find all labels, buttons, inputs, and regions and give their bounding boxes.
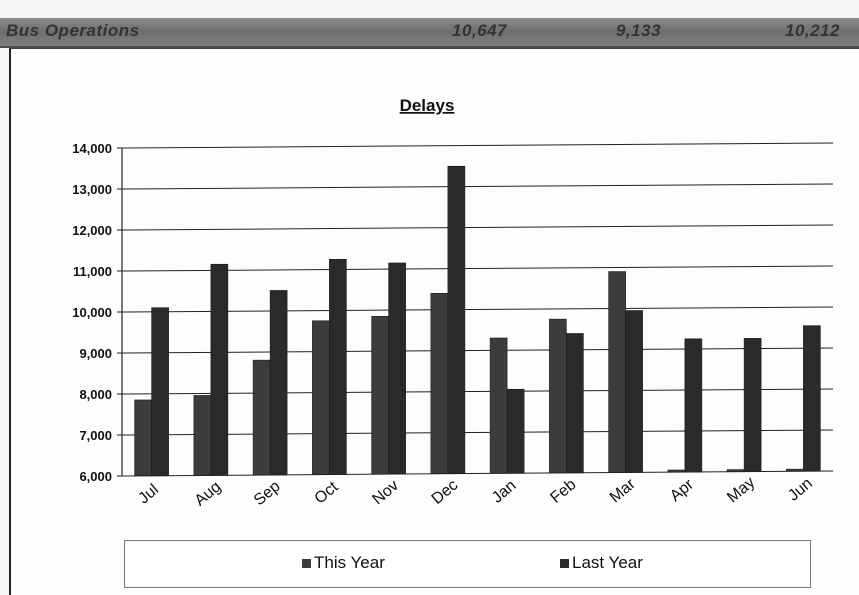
gridlines: [117, 142, 834, 477]
bar-last-year-jan: [506, 388, 525, 474]
bar-this-year-jul: [134, 399, 152, 477]
bar-this-year-apr: [667, 469, 686, 473]
chart-title: Delays: [400, 96, 455, 115]
bar-this-year-may: [726, 469, 745, 472]
bar-last-year-jul: [151, 307, 169, 477]
bar-this-year-jun: [786, 468, 804, 472]
header-value-3: 10,212: [785, 21, 840, 40]
bars: [134, 165, 821, 477]
x-tick-label: Dec: [429, 477, 462, 508]
bar-this-year-feb: [549, 318, 567, 474]
bar-last-year-oct: [329, 258, 347, 475]
y-tick-label: 14,000: [72, 141, 112, 156]
x-tick-label: Oct: [311, 478, 341, 507]
bar-last-year-sep: [269, 290, 288, 476]
legend-swatch-last-year: [560, 558, 569, 568]
bar-this-year-dec: [430, 293, 449, 475]
header-value-1: 10,647: [452, 21, 507, 40]
y-tick-label: 6,000: [79, 469, 112, 484]
x-tick-label: Apr: [667, 476, 698, 505]
bar-last-year-dec: [447, 165, 466, 475]
bar-this-year-jan: [489, 337, 508, 474]
gridline: [121, 429, 834, 436]
bar-this-year-mar: [608, 271, 626, 473]
x-tick-label: Jan: [489, 477, 520, 507]
y-tick-label: 8,000: [79, 387, 112, 402]
bar-last-year-jun: [803, 325, 821, 472]
gridline: [121, 224, 834, 231]
x-tick-label: Jun: [785, 475, 816, 505]
gridline: [121, 388, 834, 395]
gridline: [121, 265, 834, 272]
x-tick-label: Mar: [607, 475, 640, 506]
bar-last-year-apr: [684, 338, 703, 473]
gridline: [121, 306, 834, 313]
x-tick-label: Nov: [369, 477, 402, 508]
gridline: [121, 142, 834, 149]
y-tick-label: 10,000: [72, 305, 112, 320]
bar-last-year-mar: [625, 310, 643, 473]
bar-last-year-nov: [388, 262, 406, 475]
x-tick-label: May: [724, 474, 758, 506]
y-tick-label: 9,000: [79, 346, 112, 361]
x-axis-ticks: Jul Aug Sep Oct Nov Dec Jan Feb Mar Apr May Jun: [135, 474, 815, 510]
bar-this-year-nov: [371, 315, 389, 475]
x-tick-label: Jul: [135, 481, 162, 507]
legend-label-last-year: Last Year: [572, 553, 643, 572]
bar-this-year-aug: [193, 395, 212, 476]
y-tick-label: 7,000: [79, 428, 112, 443]
header-title: Bus Operations: [6, 21, 140, 40]
gridline: [121, 470, 834, 477]
bar-last-year-feb: [566, 333, 584, 474]
legend-swatch-this-year: [302, 558, 311, 568]
legend-item-this-year: This Year: [302, 553, 385, 573]
bar-last-year-may: [743, 338, 762, 472]
y-tick-label: 13,000: [72, 182, 112, 197]
bar-last-year-aug: [210, 263, 229, 476]
legend-label-this-year: This Year: [314, 553, 385, 572]
bar-this-year-sep: [252, 359, 271, 476]
gridline: [121, 183, 834, 190]
legend: This Year Last Year: [124, 540, 811, 588]
gridline: [121, 347, 834, 354]
header-value-2: 9,133: [616, 21, 662, 40]
legend-item-last-year: Last Year: [560, 553, 643, 573]
y-tick-label: 12,000: [72, 223, 112, 238]
bar-this-year-oct: [312, 320, 330, 475]
x-tick-label: Aug: [192, 478, 225, 509]
x-tick-label: Sep: [251, 478, 284, 509]
x-tick-label: Feb: [547, 476, 579, 507]
y-axis-ticks: 6,000 7,000 8,000 9,000 10,000 11,000 12,000 13…: [72, 141, 112, 484]
header-bar: Bus Operations 10,647 9,133 10,212: [0, 18, 859, 48]
y-tick-label: 11,000: [73, 264, 112, 279]
